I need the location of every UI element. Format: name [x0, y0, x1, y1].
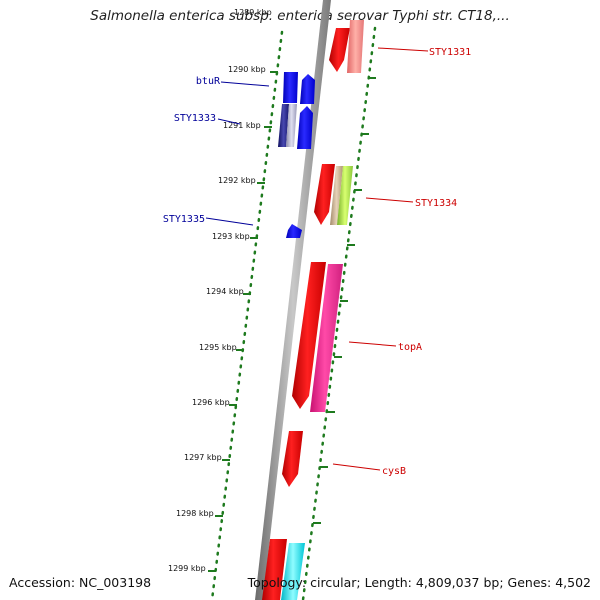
- gene-label-btur[interactable]: btuR: [196, 76, 221, 87]
- forward-strand-features: [262, 20, 364, 600]
- gene-label-topa[interactable]: topA: [398, 342, 422, 353]
- gene-arrow-sty1333-c[interactable]: [297, 106, 313, 149]
- left-tick-rail: [210, 30, 284, 600]
- genome-backbone: [255, 0, 331, 600]
- kbp-label: 1289 kbp: [234, 8, 272, 17]
- scale-tick-labels: 1289 kbp 1290 kbp 1291 kbp 1292 kbp 1293…: [168, 8, 272, 573]
- kbp-label: 1298 kbp: [176, 509, 214, 518]
- gene-arrow-sty1334-neighbor-a[interactable]: [330, 166, 343, 225]
- kbp-label: 1290 kbp: [228, 65, 266, 74]
- kbp-label: 1295 kbp: [199, 343, 237, 352]
- kbp-label: 1292 kbp: [218, 176, 256, 185]
- gene-label-sty1334[interactable]: STY1334: [415, 198, 457, 209]
- gene-arrow-sty1335[interactable]: [286, 224, 302, 238]
- gene-label-sty1335[interactable]: STY1335: [163, 214, 205, 225]
- gene-arrow-bottom-cyan[interactable]: [281, 543, 305, 600]
- gene-arrow-sty1334[interactable]: [314, 164, 335, 225]
- gene-arrow-bottom-red[interactable]: [262, 539, 287, 600]
- kbp-label: 1296 kbp: [192, 398, 230, 407]
- kbp-label: 1293 kbp: [212, 232, 250, 241]
- accession-text: Accession: NC_003198: [9, 575, 152, 590]
- gene-arrow-btur-b[interactable]: [300, 74, 315, 104]
- right-tick-rail: [301, 26, 377, 600]
- genome-summary-text: Topology: circular; Length: 4,809,037 bp…: [247, 575, 591, 590]
- gene-arrow-btur-a[interactable]: [283, 72, 298, 103]
- gene-arrow-sty1333-a[interactable]: [278, 104, 289, 147]
- gene-arrow-topa-upstream[interactable]: [292, 262, 326, 409]
- gene-leader-lines: [205, 47, 429, 471]
- gene-arrow-sty1331[interactable]: [329, 28, 350, 72]
- gene-arrow-sty1331-neighbor[interactable]: [347, 20, 364, 73]
- gene-label-sty1333[interactable]: STY1333: [174, 113, 216, 124]
- gene-labels: STY1331 btuR STY1333 STY1334 STY1335 top…: [163, 47, 471, 477]
- scale-tick-marks: [208, 71, 376, 572]
- gene-label-sty1331[interactable]: STY1331: [429, 47, 471, 58]
- reverse-strand-features: [278, 72, 315, 238]
- kbp-label: 1291 kbp: [223, 121, 261, 130]
- gene-arrow-sty1333-b[interactable]: [286, 104, 297, 147]
- genome-title: Salmonella enterica subsp. enterica sero…: [90, 8, 510, 24]
- kbp-label: 1294 kbp: [206, 287, 244, 296]
- kbp-label: 1299 kbp: [168, 564, 206, 573]
- gene-arrow-sty1334-neighbor-b[interactable]: [337, 166, 353, 225]
- gene-arrow-topa[interactable]: [310, 264, 343, 412]
- gene-arrow-cysb[interactable]: [282, 431, 303, 487]
- gene-label-cysb[interactable]: cysB: [382, 466, 406, 477]
- kbp-label: 1297 kbp: [184, 453, 222, 462]
